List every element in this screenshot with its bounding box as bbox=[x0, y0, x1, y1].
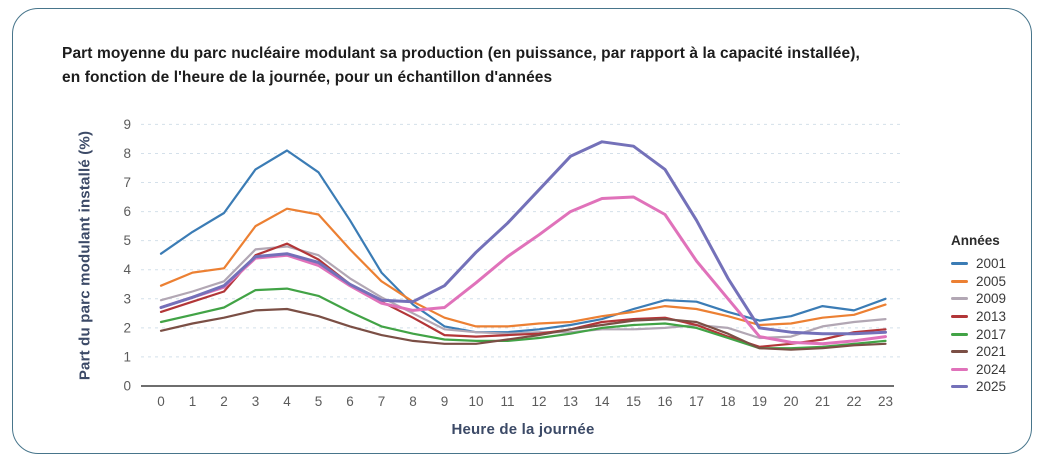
y-tick-label: 8 bbox=[123, 146, 131, 161]
x-tick-label: 23 bbox=[878, 394, 893, 409]
legend-swatch bbox=[951, 332, 968, 336]
x-tick-label: 16 bbox=[657, 394, 672, 409]
legend-item-2017: 2017 bbox=[951, 325, 1043, 343]
x-tick-label: 11 bbox=[500, 394, 514, 409]
legend-label: 2017 bbox=[976, 326, 1007, 342]
legend-item-2001: 2001 bbox=[951, 255, 1043, 273]
x-tick-label: 20 bbox=[783, 394, 798, 409]
legend-swatch bbox=[951, 350, 968, 354]
x-tick-label: 2 bbox=[220, 394, 228, 409]
chart-card: Part moyenne du parc nucléaire modulant … bbox=[12, 8, 1032, 454]
series-line-2013 bbox=[159, 242, 887, 348]
legend-label: 2005 bbox=[976, 273, 1007, 289]
x-tick-label: 14 bbox=[594, 394, 610, 409]
x-tick-label: 7 bbox=[378, 394, 386, 409]
legend-swatch bbox=[951, 297, 968, 301]
legend-swatch bbox=[951, 315, 968, 319]
x-tick-label: 0 bbox=[157, 394, 165, 409]
x-tick-label: 3 bbox=[252, 394, 260, 409]
y-tick-label: 1 bbox=[123, 349, 131, 364]
x-axis-title: Heure de la journée bbox=[451, 421, 595, 438]
legend-label: 2001 bbox=[976, 256, 1007, 272]
series-line-2001 bbox=[159, 149, 887, 334]
chart-legend: Années 2001 2005 2009 2013 2017 2021 2024 2025 bbox=[951, 233, 1043, 396]
x-tick-label: 9 bbox=[441, 394, 449, 409]
series-line-2025 bbox=[159, 140, 887, 336]
x-tick-label: 5 bbox=[315, 394, 323, 409]
legend-swatch bbox=[951, 262, 968, 266]
x-tick-label: 8 bbox=[409, 394, 417, 409]
y-tick-label: 5 bbox=[123, 233, 131, 248]
legend-label: 2013 bbox=[976, 309, 1007, 325]
legend-item-2013: 2013 bbox=[951, 308, 1043, 326]
y-tick-label: 2 bbox=[123, 320, 131, 335]
y-tick-label: 4 bbox=[123, 262, 131, 277]
legend-label: 2025 bbox=[976, 379, 1007, 395]
legend-item-2021: 2021 bbox=[951, 343, 1043, 361]
x-tick-label: 6 bbox=[346, 394, 354, 409]
x-tick-label: 17 bbox=[689, 394, 704, 409]
legend-item-2024: 2024 bbox=[951, 361, 1043, 379]
x-tick-label: 1 bbox=[189, 394, 197, 409]
legend-label: 2024 bbox=[976, 361, 1007, 377]
legend-item-2009: 2009 bbox=[951, 290, 1043, 308]
y-tick-label: 9 bbox=[123, 117, 131, 132]
x-tick-label: 18 bbox=[720, 394, 735, 409]
x-tick-label: 22 bbox=[846, 394, 861, 409]
y-tick-label: 0 bbox=[123, 379, 131, 394]
x-tick-label: 10 bbox=[468, 394, 483, 409]
series-line-2021 bbox=[159, 307, 887, 351]
y-tick-label: 3 bbox=[123, 291, 131, 306]
x-tick-label: 15 bbox=[626, 394, 641, 409]
legend-title: Années bbox=[951, 233, 1000, 248]
legend-item-2005: 2005 bbox=[951, 273, 1043, 291]
x-tick-label: 21 bbox=[815, 394, 830, 409]
chart-title: Part moyenne du parc nucléaire modulant … bbox=[62, 45, 860, 86]
legend-swatch bbox=[951, 367, 968, 371]
x-tick-label: 4 bbox=[283, 394, 291, 409]
legend-label: 2021 bbox=[976, 344, 1007, 360]
x-tick-label: 13 bbox=[563, 394, 578, 409]
legend-label: 2009 bbox=[976, 291, 1007, 307]
y-axis-title: Part du parc modulant installé (%) bbox=[76, 130, 94, 381]
y-tick-label: 6 bbox=[123, 204, 131, 219]
legend-swatch bbox=[951, 385, 968, 389]
y-tick-label: 7 bbox=[123, 175, 131, 190]
series-line-2005 bbox=[159, 207, 887, 328]
x-tick-label: 19 bbox=[752, 394, 767, 409]
x-tick-label: 12 bbox=[531, 394, 546, 409]
legend-swatch bbox=[951, 279, 968, 283]
legend-item-2025: 2025 bbox=[951, 378, 1043, 396]
